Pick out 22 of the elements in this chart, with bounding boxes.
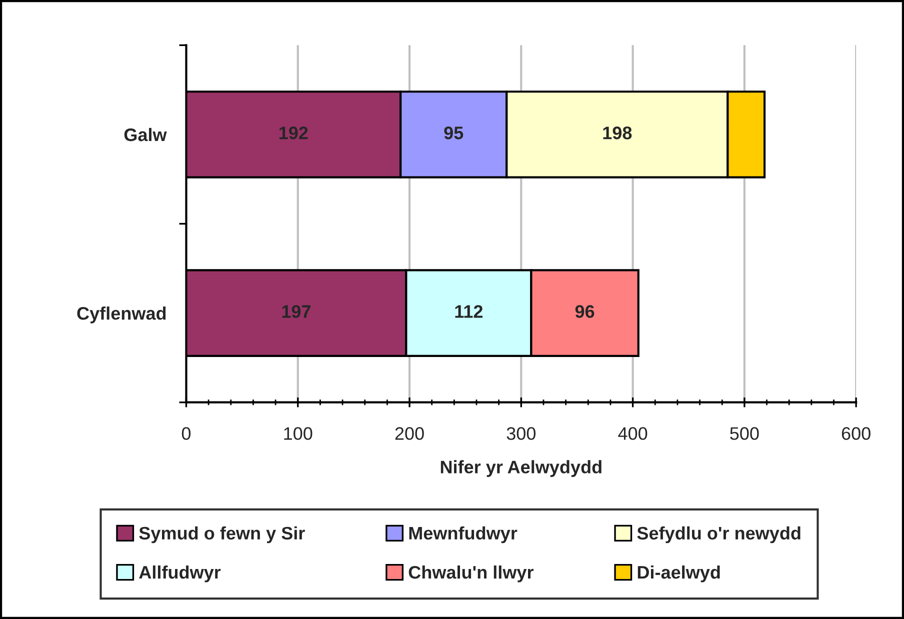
x-tick-label: 600 [842,427,870,440]
x-tick-label: 500 [730,427,759,440]
data-label: 95 [444,126,464,140]
x-tick-label: 0 [182,427,191,440]
y-tick-label: Galw [124,128,167,142]
legend-label: Di-aelwyd [638,565,720,582]
legend-label: Sefydlu o'r newydd [637,526,800,544]
x-tick-label: 100 [284,427,312,440]
data-label: 96 [575,305,594,318]
data-label: 192 [279,126,308,140]
legend-label: Symud o fewn y Sir [139,526,305,544]
x-tick-label: 400 [618,427,648,440]
data-label: 112 [455,305,483,318]
x-tick-label: 200 [395,427,424,440]
data-label: 198 [603,126,632,140]
legend-label: Chwalu'n llwyr [408,565,534,582]
y-tick-label: Cyflenwad [77,306,166,324]
legend-label: Allfudwyr [139,565,221,582]
x-tick-label: 300 [506,427,536,440]
legend-label: Mewnfudwyr [409,526,518,544]
x-axis-title: Nifer yr Aelwydydd [440,460,602,477]
data-label: 197 [282,305,310,318]
